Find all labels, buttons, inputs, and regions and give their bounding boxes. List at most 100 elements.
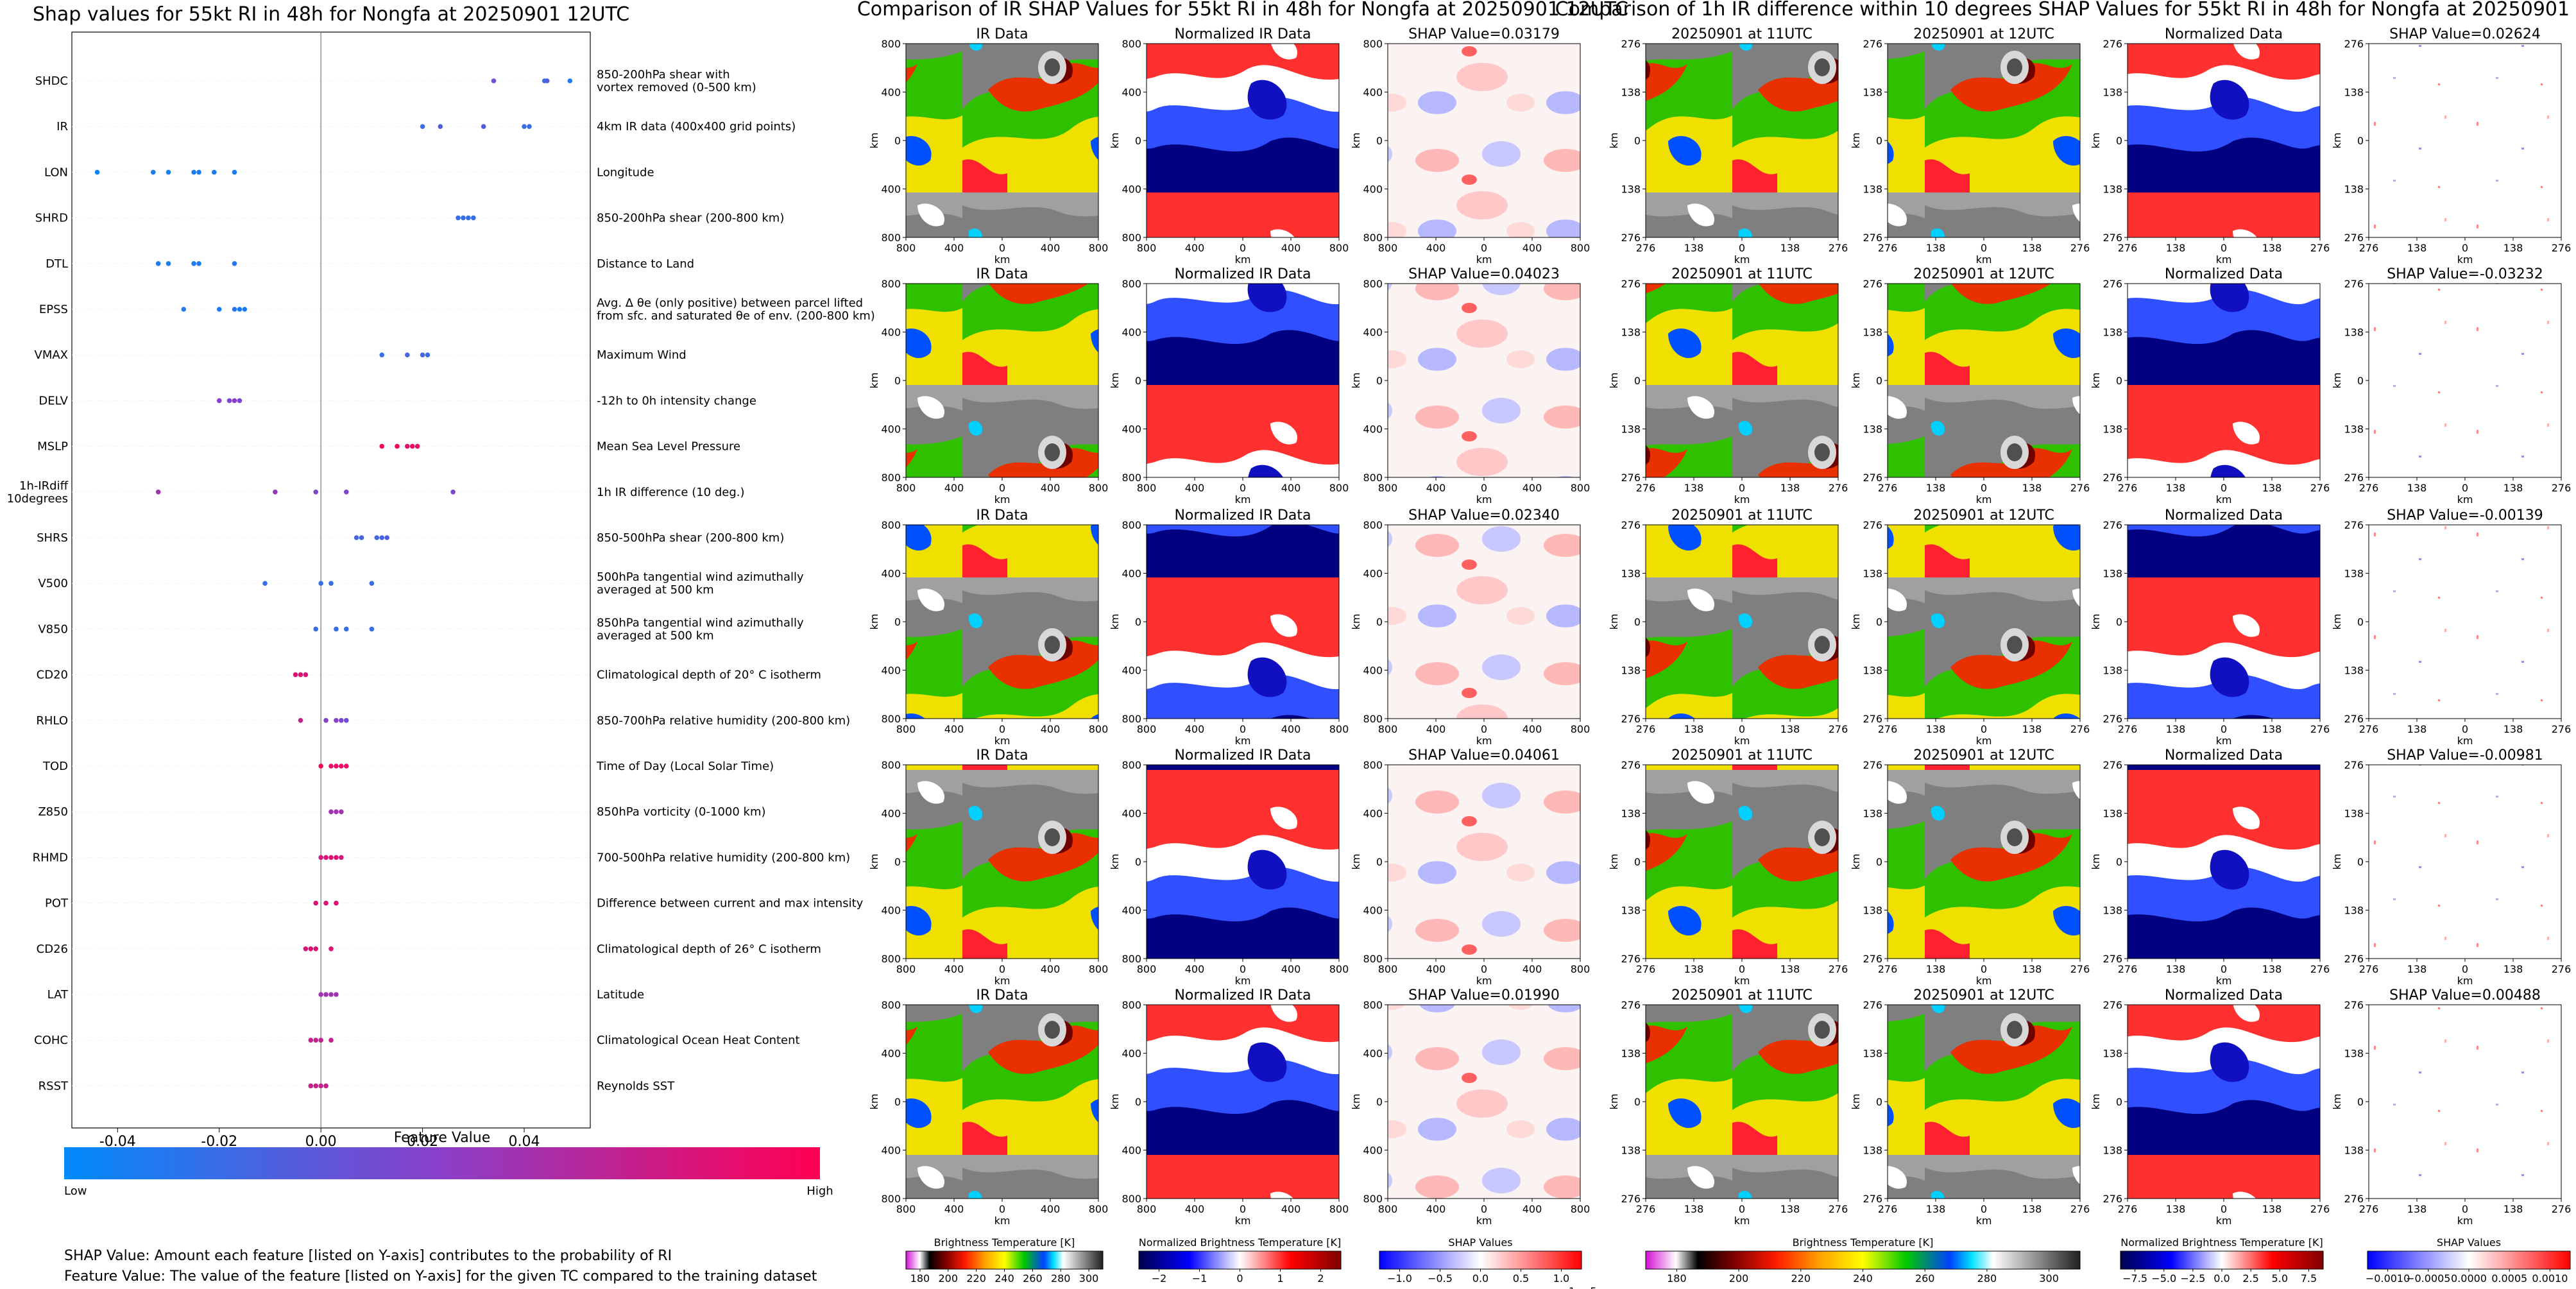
- panel-title: 20250901 at 11UTC: [1671, 26, 1813, 42]
- colorbar-tick-label: 180: [1667, 1272, 1687, 1285]
- x-axis-label: km: [2216, 253, 2232, 266]
- y-tick-label: 0: [2357, 1096, 2364, 1108]
- y-tick-label: 138: [1621, 665, 1641, 677]
- y-tick-label: 276: [1863, 1193, 1882, 1205]
- shap-point: [343, 490, 349, 495]
- feature-description: Climatological depth of 20° C isotherm: [597, 669, 821, 682]
- y-tick-label: 400: [1363, 905, 1383, 917]
- shap-point: [328, 946, 334, 952]
- x-tick-label: 138: [1926, 1203, 1946, 1215]
- shap-point: [339, 809, 344, 814]
- y-tick-label: 800: [1122, 713, 1141, 725]
- x-axis-label: km: [1235, 735, 1251, 747]
- x-tick-label: 276: [2118, 482, 2138, 494]
- colorbar-tick-label: 260: [1023, 1272, 1043, 1285]
- x-axis-label: km: [1734, 735, 1750, 747]
- y-tick-label: 138: [2344, 568, 2364, 580]
- x-axis-label: km: [1734, 975, 1750, 987]
- y-tick-label: 0: [2357, 375, 2364, 387]
- shap-point: [308, 1083, 314, 1089]
- y-tick-label: 138: [1863, 87, 1882, 99]
- colorbar-label: Normalized Brightness Temperature [K]: [1139, 1236, 1342, 1249]
- x-tick-label: 400: [1041, 963, 1061, 975]
- y-tick-label: 276: [2344, 953, 2364, 965]
- x-tick-label: 0: [999, 482, 1005, 494]
- y-tick-label: 800: [1122, 953, 1141, 965]
- colorbar-label: SHAP Values: [2437, 1236, 2501, 1249]
- x-tick-label: 276: [2118, 963, 2138, 975]
- y-tick-label: 138: [2344, 423, 2364, 436]
- x-tick-label: 400: [944, 963, 964, 975]
- y-tick-label: 138: [1621, 808, 1641, 820]
- y-tick-label: 400: [1363, 1048, 1383, 1060]
- feature-description: 850hPa vorticity (0-1000 km): [597, 805, 766, 819]
- heatmap-image: [2128, 525, 2320, 719]
- y-tick-label: 138: [2344, 665, 2364, 677]
- y-tick-label: 0: [894, 1096, 901, 1108]
- shap-point: [369, 581, 375, 586]
- heatmap-image: [1646, 284, 1838, 477]
- x-tick-label: 0: [1739, 963, 1745, 975]
- y-tick-label: 138: [1863, 1048, 1882, 1060]
- y-tick-label: 0: [1376, 135, 1383, 147]
- x-tick-label: 800: [1329, 1203, 1349, 1215]
- x-tick-label: 800: [1571, 723, 1591, 735]
- feature-label: V850: [38, 622, 68, 636]
- note-feature: Feature Value: The value of the feature …: [64, 1268, 817, 1285]
- shap-point: [150, 169, 156, 175]
- x-tick-label: 800: [1378, 963, 1398, 975]
- feature-label-line: LON: [44, 166, 68, 179]
- x-axis-label: km: [1734, 1215, 1750, 1227]
- x-tick-label: 400: [1523, 242, 1542, 254]
- x-tick-label: 800: [1571, 482, 1591, 494]
- y-tick-label: 800: [1122, 759, 1141, 771]
- x-axis-label: km: [1235, 253, 1251, 266]
- y-tick-label: 276: [1621, 953, 1641, 965]
- x-tick-label: 138: [2262, 242, 2282, 254]
- shap-point: [334, 855, 339, 860]
- y-tick-label: 0: [2116, 856, 2122, 868]
- ir-comparison-panel: Comparison of IR SHAP Values for 55kt RI…: [857, 0, 1628, 1289]
- feature-label: RHLO: [36, 714, 68, 728]
- feature-description-line: 850-200hPa shear (200-800 km): [597, 212, 784, 225]
- y-tick-label: 400: [1122, 87, 1141, 99]
- x-tick-label: 276: [2070, 482, 2090, 494]
- shap-point: [303, 672, 309, 678]
- x-tick-label: 0: [1981, 723, 1987, 735]
- x-tick-label: 400: [1041, 723, 1061, 735]
- x-tick-label: 800: [1378, 482, 1398, 494]
- x-axis-label: km: [1476, 1215, 1492, 1227]
- x-axis-label: km: [1235, 493, 1251, 506]
- x-tick-label: 800: [1137, 242, 1157, 254]
- y-tick-label: 276: [2344, 232, 2364, 244]
- panel-title: IR Data: [976, 747, 1028, 764]
- plot-frame: [71, 31, 591, 1129]
- feature-description-line: averaged at 500 km: [597, 629, 714, 642]
- panel-title: 20250901 at 11UTC: [1671, 987, 1813, 1003]
- y-tick-label: 138: [2344, 87, 2364, 99]
- x-tick-label: 800: [1137, 1203, 1157, 1215]
- y-tick-label: 800: [881, 1193, 901, 1205]
- x-tick-label: 800: [1571, 963, 1591, 975]
- y-axis-label: km: [1608, 373, 1620, 389]
- shap-point: [343, 764, 349, 769]
- x-tick-label: 400: [1426, 1203, 1446, 1215]
- shap-point: [166, 169, 171, 175]
- y-tick-label: 0: [2357, 856, 2364, 868]
- y-tick-label: 276: [2103, 1193, 2122, 1205]
- colorbar-label: Brightness Temperature [K]: [934, 1236, 1075, 1249]
- x-tick-label: 276: [1878, 242, 1898, 254]
- shap-point: [232, 261, 237, 266]
- x-tick-label: 0: [1739, 242, 1745, 254]
- x-tick-label: 276: [1878, 963, 1898, 975]
- shap-point: [527, 124, 532, 129]
- y-axis-label: km: [2090, 1094, 2102, 1110]
- x-tick-label: 0: [999, 963, 1005, 975]
- y-tick-label: 138: [2103, 568, 2122, 580]
- y-tick-label: 276: [1863, 713, 1882, 725]
- y-tick-label: 400: [881, 568, 901, 580]
- colorbar-tick-label: 300: [2039, 1272, 2059, 1285]
- y-tick-label: 400: [881, 184, 901, 196]
- x-tick-label: 276: [1829, 242, 1848, 254]
- y-tick-label: 138: [2103, 808, 2122, 820]
